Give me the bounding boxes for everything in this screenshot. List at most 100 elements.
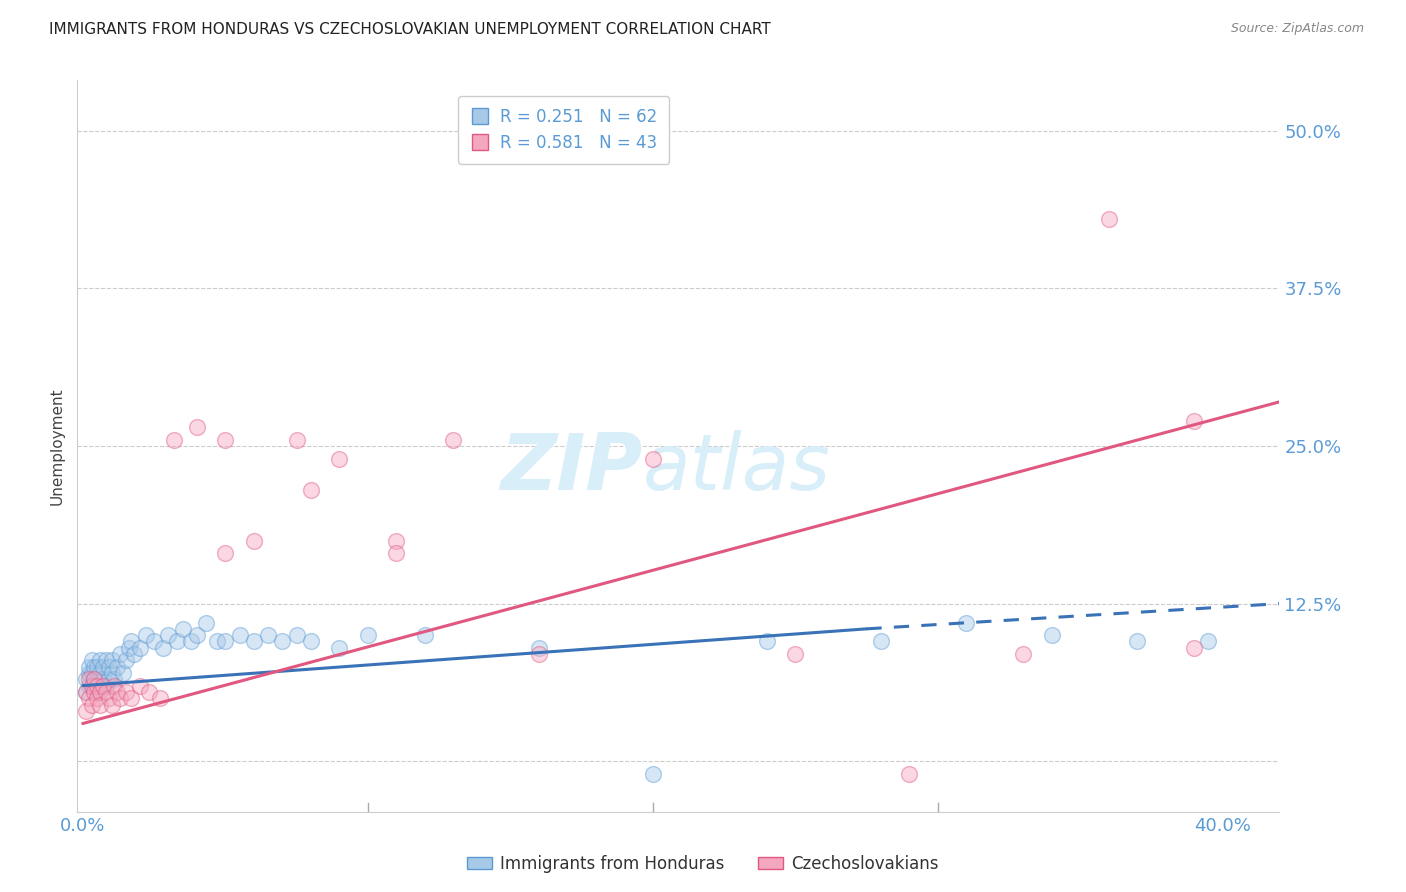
- Point: [117, 640, 139, 655]
- Point: [94, 679, 117, 693]
- Point: [214, 546, 236, 560]
- Legend: Immigrants from Honduras, Czechoslovakians: Immigrants from Honduras, Czechoslovakia…: [460, 848, 946, 880]
- Point: [641, 451, 664, 466]
- Point: [1012, 647, 1035, 661]
- Point: [100, 698, 122, 712]
- Point: [1040, 628, 1063, 642]
- Point: [89, 665, 111, 680]
- Point: [100, 653, 122, 667]
- Point: [441, 433, 464, 447]
- Point: [94, 653, 117, 667]
- Legend: R = 0.251   N = 62, R = 0.581   N = 43: R = 0.251 N = 62, R = 0.581 N = 43: [458, 96, 669, 163]
- Point: [271, 634, 294, 648]
- Point: [243, 634, 266, 648]
- Point: [285, 433, 308, 447]
- Point: [785, 647, 807, 661]
- Point: [86, 691, 108, 706]
- Point: [1126, 634, 1149, 648]
- Point: [105, 685, 128, 699]
- Point: [97, 673, 120, 687]
- Point: [385, 546, 408, 560]
- Point: [163, 433, 186, 447]
- Point: [77, 679, 100, 693]
- Point: [186, 628, 208, 642]
- Point: [75, 685, 97, 699]
- Point: [86, 673, 108, 687]
- Point: [157, 628, 180, 642]
- Point: [89, 679, 111, 693]
- Point: [129, 640, 152, 655]
- Point: [172, 622, 194, 636]
- Text: Source: ZipAtlas.com: Source: ZipAtlas.com: [1230, 22, 1364, 36]
- Point: [228, 628, 250, 642]
- Point: [135, 628, 157, 642]
- Point: [80, 698, 103, 712]
- Point: [120, 691, 142, 706]
- Point: [299, 634, 322, 648]
- Point: [285, 628, 308, 642]
- Point: [100, 665, 122, 680]
- Point: [186, 420, 208, 434]
- Point: [75, 673, 97, 687]
- Point: [89, 698, 111, 712]
- Point: [413, 628, 436, 642]
- Point: [641, 767, 664, 781]
- Point: [180, 634, 202, 648]
- Point: [108, 691, 131, 706]
- Point: [138, 685, 160, 699]
- Point: [214, 433, 236, 447]
- Point: [94, 685, 117, 699]
- Point: [328, 640, 350, 655]
- Point: [86, 679, 108, 693]
- Point: [108, 647, 131, 661]
- Point: [91, 659, 114, 673]
- Point: [328, 451, 350, 466]
- Point: [105, 659, 128, 673]
- Point: [194, 615, 217, 630]
- Point: [103, 679, 125, 693]
- Point: [77, 691, 100, 706]
- Point: [898, 767, 921, 781]
- Point: [755, 634, 778, 648]
- Point: [80, 653, 103, 667]
- Point: [97, 659, 120, 673]
- Point: [111, 665, 134, 680]
- Point: [299, 483, 322, 497]
- Point: [243, 533, 266, 548]
- Point: [83, 673, 105, 687]
- Point: [152, 640, 174, 655]
- Point: [83, 685, 105, 699]
- Point: [1182, 414, 1205, 428]
- Point: [955, 615, 977, 630]
- Point: [120, 634, 142, 648]
- Point: [89, 685, 111, 699]
- Point: [205, 634, 228, 648]
- Point: [166, 634, 188, 648]
- Point: [114, 685, 136, 699]
- Point: [357, 628, 380, 642]
- Y-axis label: Unemployment: Unemployment: [49, 387, 65, 505]
- Text: IMMIGRANTS FROM HONDURAS VS CZECHOSLOVAKIAN UNEMPLOYMENT CORRELATION CHART: IMMIGRANTS FROM HONDURAS VS CZECHOSLOVAK…: [49, 22, 770, 37]
- Point: [86, 685, 108, 699]
- Text: ZIP: ZIP: [501, 430, 643, 506]
- Point: [86, 659, 108, 673]
- Point: [114, 653, 136, 667]
- Point: [527, 640, 550, 655]
- Point: [91, 673, 114, 687]
- Point: [1197, 634, 1219, 648]
- Point: [214, 634, 236, 648]
- Point: [77, 659, 100, 673]
- Point: [83, 673, 105, 687]
- Point: [257, 628, 280, 642]
- Point: [103, 673, 125, 687]
- Point: [1097, 212, 1119, 227]
- Text: atlas: atlas: [643, 430, 830, 506]
- Point: [89, 653, 111, 667]
- Point: [1182, 640, 1205, 655]
- Point: [83, 679, 105, 693]
- Point: [80, 679, 103, 693]
- Point: [129, 679, 152, 693]
- Point: [97, 691, 120, 706]
- Point: [143, 634, 166, 648]
- Point: [91, 679, 114, 693]
